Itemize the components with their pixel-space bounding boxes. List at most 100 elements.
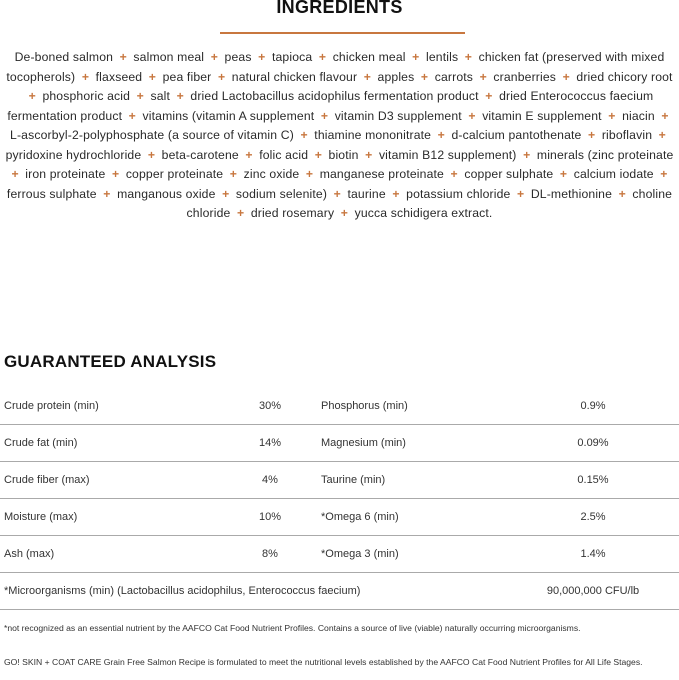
nutrient-label: *Omega 6 (min) (321, 511, 399, 523)
analysis-table: Crude protein (min) 30% Phosphorus (min) 0.… (0, 388, 679, 610)
ingredient-item: vitamins (vitamin A supplement (142, 108, 315, 123)
ingredient-item: dried Enterococcus faecium fermentation … (7, 89, 654, 123)
nutrient-value: 10% (258, 511, 282, 523)
plus-separator: + (222, 186, 230, 201)
plus-separator: + (464, 50, 473, 64)
ingredients-list: De-boned salmon + salmon meal + peas + t… (2, 48, 677, 224)
ingredient-item: niacin (622, 108, 655, 123)
ingredient-item: vitamin B12 supplement) (378, 147, 517, 162)
ingredient-item: thiamine mononitrate (314, 128, 432, 142)
plus-separator: + (119, 50, 127, 64)
ingredient-item: iron proteinate (25, 167, 106, 181)
plus-separator: + (485, 89, 493, 103)
table-row: Moisture (max) 10% *Omega 6 (min) 2.5% (0, 499, 679, 536)
ingredient-item: sodium selenite) (235, 186, 328, 201)
ingredient-item: phosphoric acid (42, 89, 131, 103)
ingredients-heading: INGREDIENTS (276, 0, 403, 17)
ingredient-item: apples (377, 69, 415, 84)
nutrient-label: Magnesium (min) (321, 437, 406, 449)
ingredient-item: dried chicory root (576, 69, 673, 84)
ingredient-item: potassium chloride (406, 186, 511, 201)
plus-separator: + (245, 147, 253, 162)
plus-separator: + (437, 128, 445, 142)
nutrient-value: 30% (258, 400, 282, 412)
plus-separator: + (111, 167, 120, 181)
footnote: *not recognized as an essential nutrient… (4, 623, 581, 633)
ingredient-item: dried rosemary (250, 206, 335, 220)
table-row: Ash (max) 8% *Omega 3 (min) 1.4% (0, 536, 679, 573)
plus-separator: + (392, 186, 400, 201)
ingredient-item: salmon meal (133, 50, 205, 64)
ingredient-item: manganous oxide (117, 186, 216, 201)
plus-separator: + (333, 186, 341, 201)
nutrient-value: 0.09% (577, 437, 609, 449)
ingredient-item: DL-methionine (530, 186, 613, 201)
ingredient-item: De-boned salmon (14, 50, 114, 64)
ingredient-item: natural chicken flavour (231, 69, 358, 84)
nutrient-value: 90,000,000 CFU/lb (546, 585, 640, 597)
nutrient-value: 14% (258, 437, 282, 449)
table-row: Crude fat (min) 14% Magnesium (min) 0.09% (0, 425, 679, 462)
nutrient-value: 0.9% (580, 400, 606, 412)
plus-separator: + (559, 167, 568, 181)
plus-separator: + (136, 89, 144, 103)
ingredient-item: vitamin E supplement (482, 108, 602, 123)
plus-separator: + (236, 206, 245, 220)
nutrient-value: 8% (262, 548, 278, 560)
plus-separator: + (412, 50, 420, 64)
plus-separator: + (210, 50, 218, 64)
ingredient-item: minerals (zinc proteinate (536, 147, 674, 162)
nutrient-label: *Microorganisms (min) (Lactobacillus aci… (4, 585, 361, 597)
nutrient-label: Taurine (min) (321, 474, 386, 486)
nutrient-label: Crude fiber (max) (4, 474, 90, 486)
ingredient-item: cranberries (493, 69, 557, 84)
plus-separator: + (128, 108, 136, 123)
plus-separator: + (363, 69, 371, 84)
ingredient-item: choline chloride (186, 186, 673, 221)
plus-separator: + (658, 128, 666, 142)
ingredient-item: pyridoxine hydrochloride (5, 147, 142, 162)
plus-separator: + (176, 89, 184, 103)
table-row: Crude fiber (max) 4% Taurine (min) 0.15% (0, 462, 679, 499)
nutrient-value: 4% (262, 474, 278, 486)
ingredient-item: lentils (426, 50, 459, 64)
aafco-statement: GO! SKIN + COAT CARE Grain Free Salmon R… (4, 657, 643, 667)
plus-separator: + (314, 147, 322, 162)
ingredient-item: folic acid (259, 147, 309, 162)
ingredient-item: L-ascorbyl-2-polyphosphate (a source of … (10, 128, 294, 142)
ingredient-item: copper proteinate (125, 167, 224, 181)
plus-separator: + (148, 69, 157, 84)
ingredient-item: peas (224, 50, 252, 64)
guaranteed-analysis-heading: GUARANTEED ANALYSIS (4, 352, 217, 371)
ingredient-item: flaxseed (95, 69, 143, 84)
ingredient-item: carrots (434, 69, 474, 84)
nutrient-label: Moisture (max) (4, 511, 78, 523)
nutrient-label: *Omega 3 (min) (321, 548, 399, 560)
table-row: Crude protein (min) 30% Phosphorus (min) 0.… (0, 388, 679, 425)
ingredient-item: dried Lactobacillus acidophilus fermenta… (190, 89, 479, 103)
plus-separator: + (588, 128, 596, 142)
plus-separator: + (217, 69, 226, 84)
plus-separator: + (420, 69, 429, 84)
ingredient-item: biotin (328, 147, 359, 162)
nutrient-label: Crude protein (min) (4, 400, 99, 412)
plus-separator: + (562, 69, 570, 84)
plus-separator: + (365, 147, 373, 162)
plus-separator: + (660, 167, 668, 181)
ingredient-item: salt (150, 89, 171, 103)
ingredient-item: taurine (347, 186, 386, 201)
plus-separator: + (523, 147, 531, 162)
ingredient-item: copper sulphate (464, 167, 554, 181)
plus-separator: + (479, 69, 487, 84)
ingredient-item: calcium iodate (573, 167, 654, 181)
nutrient-value: 0.15% (577, 474, 609, 486)
plus-separator: + (318, 50, 327, 64)
plus-separator: + (661, 108, 669, 123)
plus-separator: + (450, 167, 458, 181)
heading-underline (220, 32, 465, 34)
plus-separator: + (28, 89, 36, 103)
plus-separator: + (300, 128, 308, 142)
ingredient-item: chicken fat (preserved with mixed tocoph… (6, 50, 665, 84)
plus-separator: + (618, 186, 626, 201)
ingredient-item: chicken meal (332, 50, 406, 64)
